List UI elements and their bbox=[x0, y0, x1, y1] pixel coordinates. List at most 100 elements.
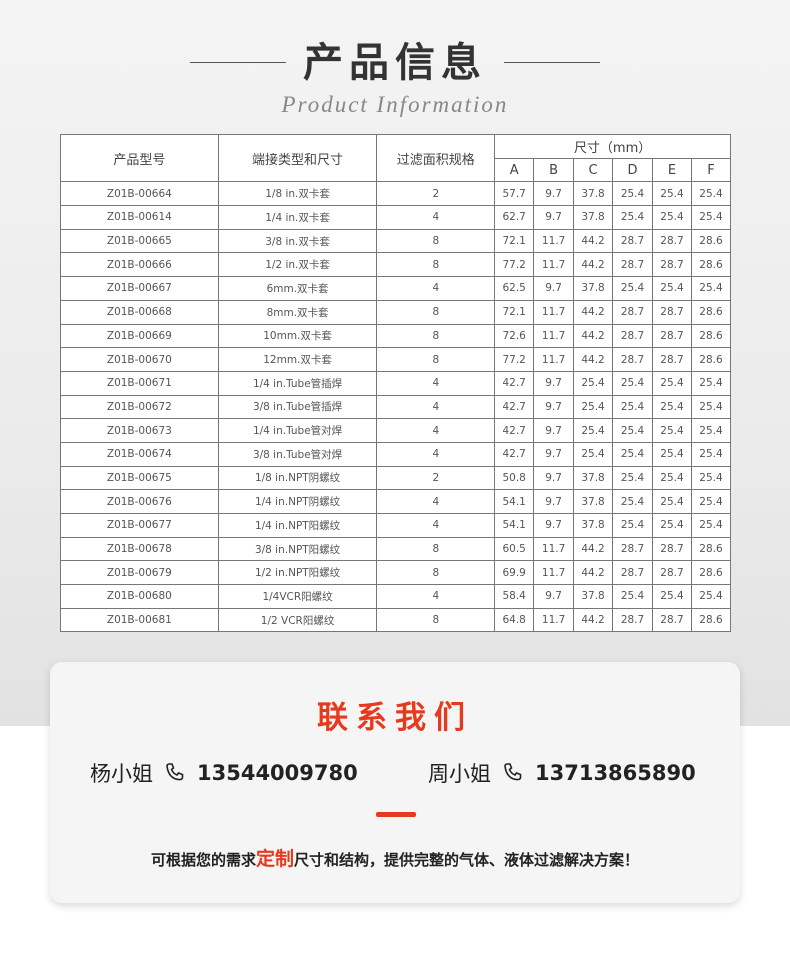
table-cell: 8 bbox=[376, 607, 496, 633]
table-cell: 8 bbox=[376, 347, 496, 372]
table-row: Z01B-00668 8mm.双卡套 8 72.1 11.7 44.2 28.7 28.7 28… bbox=[60, 299, 732, 325]
table-cell: 28.7 bbox=[612, 323, 653, 349]
table-cell: 4 bbox=[376, 276, 496, 301]
table-cell: 25.4 bbox=[690, 394, 732, 420]
table-cell: 28.6 bbox=[690, 536, 732, 562]
table-row: Z01B-00671 1/4 in.Tube管插焊 4 42.7 9.7 25.4 25.4… bbox=[60, 370, 732, 396]
table-cell: 25.4 bbox=[573, 441, 614, 467]
contact-phone[interactable]: 13544009780 bbox=[197, 761, 358, 785]
table-cell: 37.8 bbox=[573, 465, 614, 491]
table-cell: 11.7 bbox=[533, 347, 575, 372]
table-cell: 25.4 bbox=[612, 513, 653, 538]
table-cell: 28.6 bbox=[690, 323, 732, 349]
table-cell: 11.7 bbox=[533, 560, 575, 586]
table-cell: 28.6 bbox=[690, 299, 732, 325]
table-cell: 11.7 bbox=[533, 299, 575, 325]
table-cell: 1/2 in.NPT阳螺纹 bbox=[217, 560, 378, 586]
header-dim: C bbox=[573, 157, 614, 183]
title-divider-left bbox=[190, 62, 286, 63]
table-cell: Z01B-00669 bbox=[60, 323, 219, 349]
table-cell: 37.8 bbox=[573, 276, 614, 301]
table-cell: 28.6 bbox=[690, 607, 732, 633]
table-cell: 25.4 bbox=[651, 205, 692, 230]
table-cell: 28.6 bbox=[690, 560, 732, 586]
table-cell: Z01B-00614 bbox=[60, 205, 219, 230]
table-cell: 44.2 bbox=[573, 560, 614, 586]
table-cell: 2 bbox=[376, 465, 496, 491]
table-cell: 69.9 bbox=[494, 560, 535, 586]
slogan-text: 尺寸和结构，提供完整的气体、液体过滤解决方案！ bbox=[294, 851, 640, 869]
table-cell: 1/2 VCR阳螺纹 bbox=[217, 607, 378, 633]
table-cell: 25.4 bbox=[690, 465, 732, 491]
table-cell: 28.7 bbox=[612, 252, 653, 278]
table-cell: Z01B-00670 bbox=[60, 347, 219, 372]
table-cell: Z01B-00678 bbox=[60, 536, 219, 562]
table-cell: 72.1 bbox=[494, 228, 535, 254]
table-cell: 8 bbox=[376, 323, 496, 349]
table-cell: 9.7 bbox=[533, 276, 575, 301]
table-cell: 44.2 bbox=[573, 299, 614, 325]
table-cell: 44.2 bbox=[573, 228, 614, 254]
table-cell: 11.7 bbox=[533, 252, 575, 278]
table-cell: 1/8 in.NPT阴螺纹 bbox=[217, 465, 378, 491]
header-dim: A bbox=[494, 157, 535, 183]
table-cell: 44.2 bbox=[573, 347, 614, 372]
title-divider-right bbox=[504, 62, 600, 63]
table-cell: 11.7 bbox=[533, 323, 575, 349]
table-cell: 25.4 bbox=[690, 489, 732, 514]
table-cell: 25.4 bbox=[690, 441, 732, 467]
table-cell: 25.4 bbox=[612, 181, 653, 207]
table-cell: 62.5 bbox=[494, 276, 535, 301]
table-cell: 72.1 bbox=[494, 299, 535, 325]
table-cell: Z01B-00677 bbox=[60, 513, 219, 538]
table-cell: 25.4 bbox=[690, 418, 732, 443]
table-cell: 57.7 bbox=[494, 181, 535, 207]
contact-person: 周小姐 13713865890 bbox=[428, 758, 696, 788]
table-cell: 25.4 bbox=[651, 489, 692, 514]
phone-icon bbox=[504, 763, 522, 781]
table-cell: 9.7 bbox=[533, 418, 575, 443]
contact-phone[interactable]: 13713865890 bbox=[535, 761, 696, 785]
table-cell: 4 bbox=[376, 205, 496, 230]
table-cell: 37.8 bbox=[573, 181, 614, 207]
table-cell: 25.4 bbox=[612, 584, 653, 609]
table-cell: 28.7 bbox=[651, 252, 692, 278]
table-row: Z01B-00675 1/8 in.NPT阴螺纹 2 50.8 9.7 37.8 25.4 2… bbox=[60, 465, 732, 491]
table-cell: Z01B-00676 bbox=[60, 489, 219, 514]
table-cell: 28.7 bbox=[612, 228, 653, 254]
table-cell: 4 bbox=[376, 584, 496, 609]
table-cell: 25.4 bbox=[612, 441, 653, 467]
table-row: Z01B-00679 1/2 in.NPT阳螺纹 8 69.9 11.7 44.2 28.7… bbox=[60, 560, 732, 586]
table-row: Z01B-00665 3/8 in.双卡套 8 72.1 11.7 44.2 28.7 28.… bbox=[60, 228, 732, 254]
table-cell: 4 bbox=[376, 513, 496, 538]
header-filter-area: 过滤面积规格 bbox=[376, 133, 496, 183]
table-cell: Z01B-00667 bbox=[60, 276, 219, 301]
table-cell: 25.4 bbox=[651, 513, 692, 538]
table-cell: 9.7 bbox=[533, 394, 575, 420]
table-cell: 28.7 bbox=[651, 536, 692, 562]
table-cell: 42.7 bbox=[494, 418, 535, 443]
table-row: Z01B-00669 10mm.双卡套 8 72.6 11.7 44.2 28.7 28.7 2… bbox=[60, 323, 732, 349]
table-cell: 25.4 bbox=[690, 584, 732, 609]
table-cell: 44.2 bbox=[573, 252, 614, 278]
table-cell: 60.5 bbox=[494, 536, 535, 562]
table-cell: 9.7 bbox=[533, 465, 575, 491]
table-cell: 4 bbox=[376, 441, 496, 467]
table-cell: 37.8 bbox=[573, 584, 614, 609]
header-model: 产品型号 bbox=[60, 133, 219, 183]
table-cell: 25.4 bbox=[573, 418, 614, 443]
table-cell: 28.7 bbox=[612, 560, 653, 586]
table-cell: 8 bbox=[376, 228, 496, 254]
table-cell: 4 bbox=[376, 489, 496, 514]
slogan-highlight: 定制 bbox=[255, 848, 294, 870]
table-cell: 25.4 bbox=[690, 276, 732, 301]
table-cell: 58.4 bbox=[494, 584, 535, 609]
table-cell: 37.8 bbox=[573, 205, 614, 230]
table-cell: 8 bbox=[376, 560, 496, 586]
table-cell: 62.7 bbox=[494, 205, 535, 230]
table-cell: 25.4 bbox=[690, 181, 732, 207]
table-cell: 9.7 bbox=[533, 513, 575, 538]
table-cell: Z01B-00668 bbox=[60, 299, 219, 325]
table-cell: 28.6 bbox=[690, 252, 732, 278]
